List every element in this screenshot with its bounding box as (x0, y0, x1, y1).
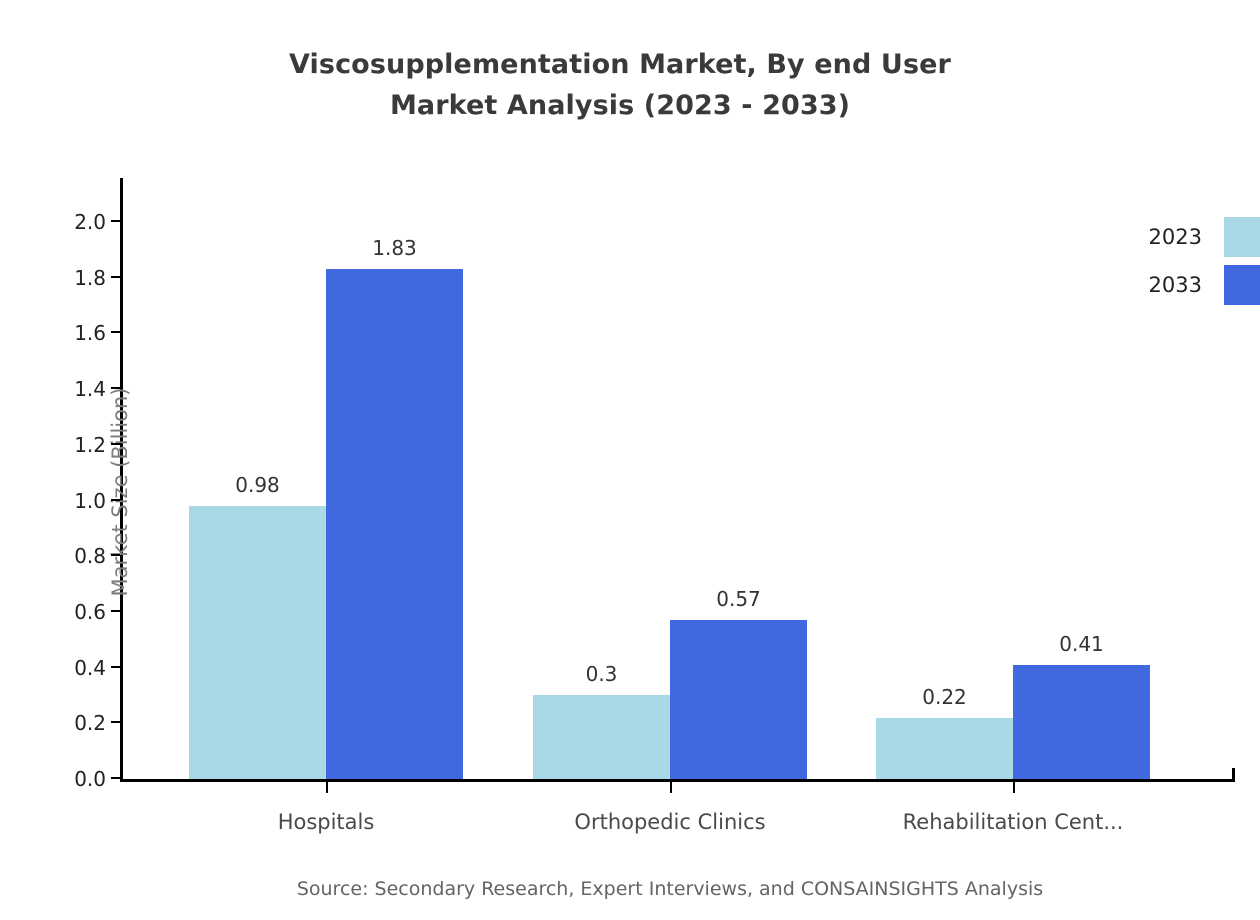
x-axis-category-label: Rehabilitation Cent... (902, 810, 1124, 834)
bar-2023-1[interactable] (533, 695, 670, 779)
y-axis-tick (111, 220, 120, 222)
y-axis-tick-label: 2.0 (74, 210, 106, 234)
x-axis-tick (1013, 782, 1015, 793)
y-axis-tick-label: 0.2 (74, 711, 106, 736)
legend-swatch-2023 (1224, 217, 1260, 257)
legend-label-2033: 2033 (1148, 273, 1202, 297)
x-axis-category-label: Hospitals (277, 810, 375, 834)
y-axis-spine (120, 178, 123, 782)
chart-legend: 2023 2033 (1100, 216, 1260, 316)
y-axis-tick-label: 1.6 (74, 321, 106, 346)
chart-title-line-2: Market Analysis (2023 - 2033) (389, 90, 851, 121)
bar-2023-0[interactable] (189, 506, 326, 779)
x-axis-endcap (1232, 768, 1235, 782)
y-axis-tick (111, 665, 120, 668)
y-axis-tick (111, 498, 120, 501)
legend-item-2033[interactable]: 2033 (1100, 264, 1260, 306)
y-axis-tick-label: 1.8 (74, 265, 106, 290)
y-axis-tick-label: 1.4 (74, 377, 106, 402)
plot-area: Market Size (Billion) 0.0 0.2 0.4 0.6 0.8 1.0… (74, 178, 1235, 834)
y-axis-tick (111, 387, 120, 390)
bar-value-label: 0.3 (585, 662, 618, 687)
y-axis-tick-label: 0.8 (74, 544, 106, 569)
y-axis-title: Market Size (Billion) (108, 387, 132, 597)
y-axis-tick-label: 0.4 (74, 655, 106, 680)
x-axis-tick (326, 782, 328, 793)
bar-value-label: 0.57 (716, 587, 761, 612)
y-axis-tick-label: 0.6 (74, 599, 106, 624)
x-axis-spine (120, 779, 1235, 782)
y-axis-tick-label: 1.2 (74, 432, 106, 457)
y-axis-tick (111, 275, 120, 278)
bar-value-label: 0.41 (1059, 631, 1104, 656)
chart-title-line-1: Viscosupplementation Market, By end User (289, 49, 951, 80)
x-axis-tick (670, 782, 672, 793)
bar-2023-2[interactable] (876, 717, 1013, 779)
y-axis-tick-label: 0.0 (74, 767, 106, 791)
y-axis-tick (111, 331, 120, 334)
bar-2033-0[interactable] (326, 269, 463, 779)
bar-value-label: 0.22 (922, 684, 967, 709)
bar-value-label: 0.98 (235, 473, 280, 498)
y-axis-tick-label: 1.0 (74, 488, 106, 513)
legend-swatch-2033 (1224, 265, 1260, 305)
y-axis-tick (111, 609, 120, 612)
chart-title: Viscosupplementation Market, By end User… (0, 44, 1240, 126)
y-axis-tick (111, 554, 120, 557)
legend-label-2023: 2023 (1148, 225, 1202, 249)
source-note: Source: Secondary Research, Expert Inter… (296, 878, 1044, 900)
legend-item-2023[interactable]: 2023 (1100, 216, 1260, 258)
bar-2033-2[interactable] (1013, 664, 1150, 779)
y-axis-tick (111, 442, 120, 445)
bar-value-label: 1.83 (372, 236, 417, 261)
x-axis-category-label: Orthopedic Clinics (574, 810, 766, 834)
bar-2033-1[interactable] (670, 620, 807, 779)
y-axis-tick (111, 777, 120, 779)
y-axis-tick (111, 721, 120, 724)
